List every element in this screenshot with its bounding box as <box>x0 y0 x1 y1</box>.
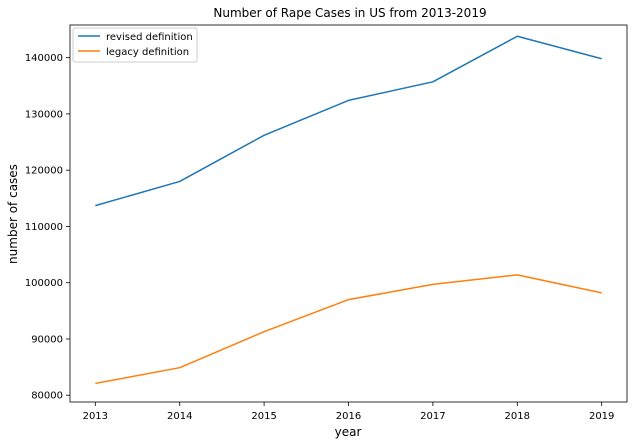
x-tick-label: 2015 <box>251 411 276 422</box>
y-tick-label: 130000 <box>25 109 63 120</box>
legend-label-legacy: legacy definition <box>106 47 189 58</box>
chart-title: Number of Rape Cases in US from 2013-201… <box>213 6 486 20</box>
x-tick-label: 2016 <box>336 411 361 422</box>
y-axis-label: number of cases <box>6 164 20 264</box>
y-tick-label: 110000 <box>25 222 63 233</box>
series-lines <box>95 35 602 385</box>
legend-box <box>72 27 198 63</box>
x-tick-label: 2019 <box>589 411 614 422</box>
y-axis-ticks: 80000 90000 100000 110000 120000 130000 140000 <box>25 53 70 402</box>
legend-label-revised: revised definition <box>106 32 193 43</box>
x-axis-ticks: 2013 2014 2015 2016 2017 2018 2019 <box>83 402 614 422</box>
x-tick-label: 2013 <box>83 411 108 422</box>
x-tick-label: 2014 <box>167 411 192 422</box>
y-tick-label: 100000 <box>25 278 63 289</box>
series-line-legacy-definition <box>95 274 602 385</box>
series-line-revised-definition <box>95 35 602 207</box>
legend: revised definition legacy definition <box>72 27 198 63</box>
y-tick-label: 80000 <box>31 391 63 402</box>
y-tick-label: 140000 <box>25 53 63 64</box>
plot-frame <box>69 24 628 403</box>
y-tick-label: 120000 <box>25 166 63 177</box>
x-tick-label: 2017 <box>420 411 445 422</box>
y-tick-label: 90000 <box>31 334 63 345</box>
x-tick-label: 2018 <box>505 411 530 422</box>
x-axis-label: year <box>335 425 362 439</box>
